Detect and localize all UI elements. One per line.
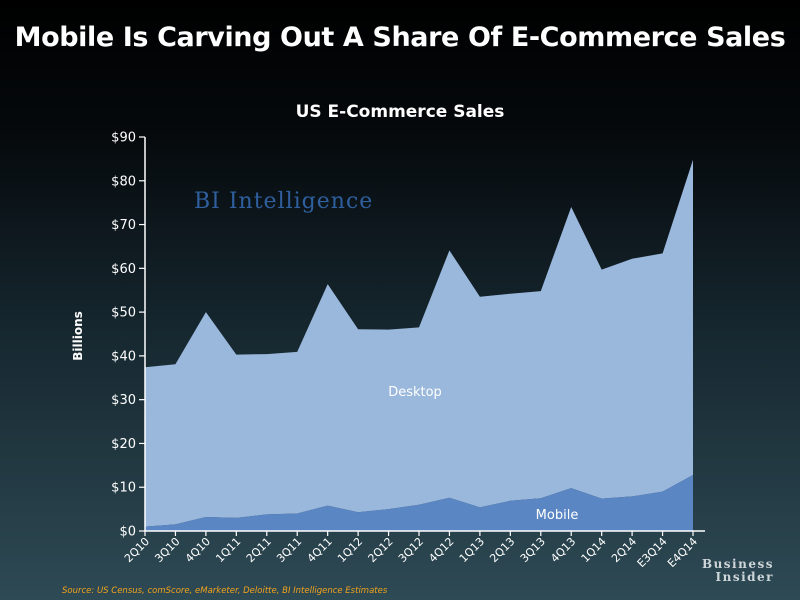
area-layers [145,159,693,531]
desktop-series-label: Desktop [388,385,442,400]
x-tick-label: 1Q12 [335,535,365,565]
series-labels: Desktop Mobile [388,385,578,523]
bi-intelligence-watermark: BI Intelligence [194,189,373,214]
x-tick-label: E4Q14 [665,535,700,570]
x-tick-label: 4Q12 [426,535,456,565]
logo-line-2: Insider [715,570,774,584]
axes [144,137,705,532]
x-tick-label: 4Q13 [548,535,578,565]
y-tick-label: $80 [111,174,136,189]
desktop-area [145,159,693,527]
x-tick-label: 4Q11 [305,535,335,565]
y-tick-label: $20 [111,437,136,452]
y-tick-label: $10 [111,481,136,496]
mobile-series-label: Mobile [536,508,579,523]
business-insider-logo: Business Insider [702,558,774,584]
page-title: Mobile Is Carving Out A Share Of E-Comme… [14,22,786,53]
x-tick-label: 2Q13 [487,535,517,565]
x-tick-label: 1Q11 [213,535,243,565]
y-tick-label: $70 [111,218,136,233]
chart-title: US E-Commerce Sales [296,102,505,122]
source-note: Source: US Census, comScore, eMarketer, … [62,586,388,596]
x-tick-label: 1Q13 [457,535,487,565]
mobile-area [145,475,693,531]
y-tick-label: $90 [111,131,136,146]
logo-line-1: Business [701,557,774,571]
y-axis-label: Billions [71,311,85,361]
x-tick-label: 3Q13 [518,535,548,565]
y-tick-label: $60 [111,262,136,277]
x-tick-label: 4Q10 [183,535,213,565]
y-ticks: $0 $10 $20 $30 $40 $50 $60 $70 $80 $90 [111,131,145,540]
x-tick-label: 2Q12 [366,535,396,565]
x-ticks: 2Q10 3Q10 4Q10 1Q11 2Q11 3Q11 4Q11 1Q12 2Q12 3Q12… [122,531,700,570]
x-tick-label: 3Q11 [274,535,304,565]
x-tick-label: E3Q14 [635,535,670,570]
y-tick-label: $30 [111,393,136,408]
x-tick-label: 1Q14 [579,535,609,565]
y-tick-label: $0 [119,525,136,540]
y-tick-label: $50 [111,306,136,321]
x-tick-label: 3Q12 [396,535,426,565]
x-tick-label: 3Q10 [152,535,182,565]
y-tick-label: $40 [111,349,136,364]
x-tick-label: 2Q11 [244,535,274,565]
